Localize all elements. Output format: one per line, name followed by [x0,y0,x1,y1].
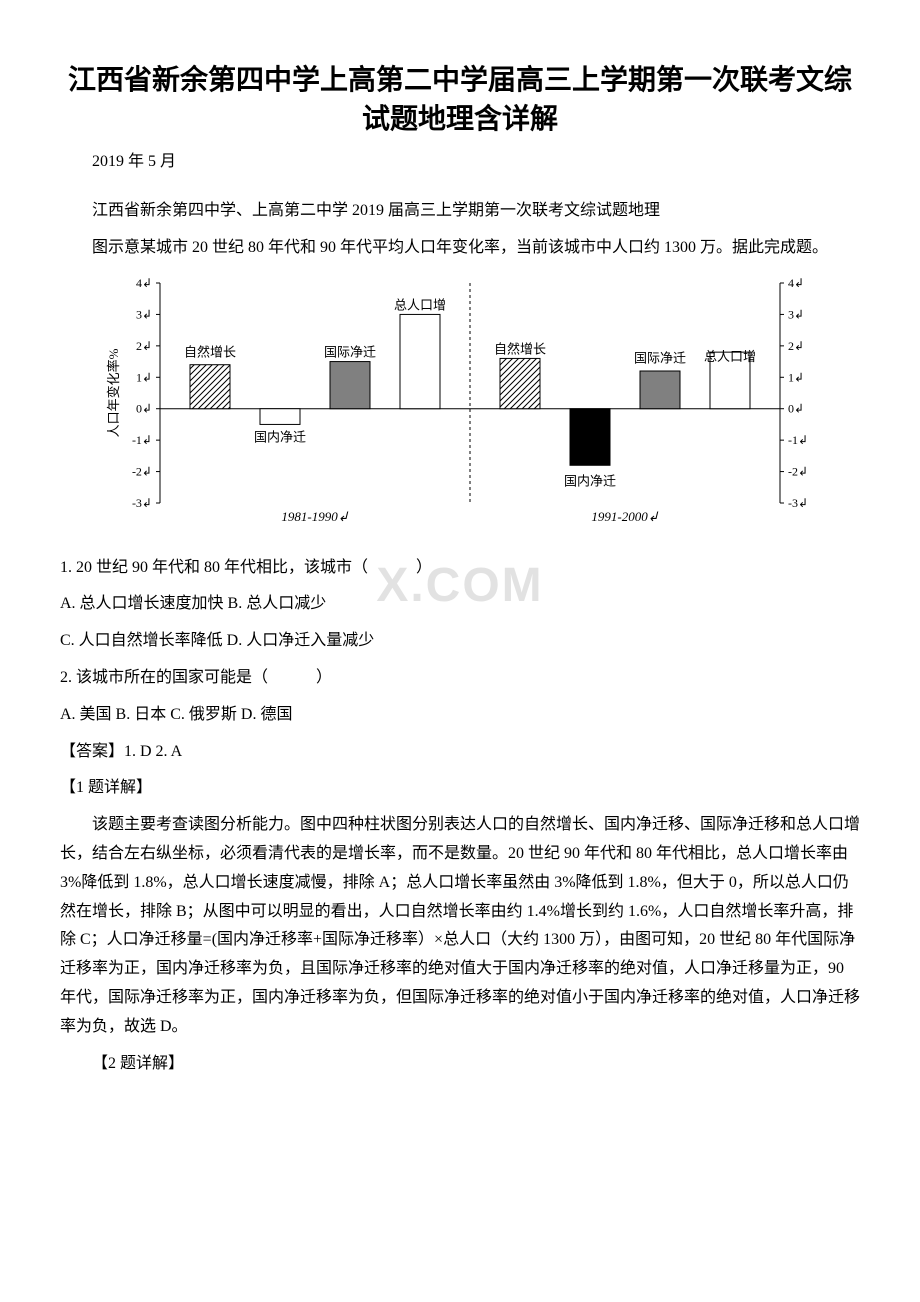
q2-stem: 2. 该城市所在的国家可能是（ ） [60,664,860,693]
svg-text:-3↲: -3↲ [788,496,808,510]
svg-text:2↲: 2↲ [136,339,152,353]
svg-text:国内净迁: 国内净迁 [254,429,306,444]
svg-text:-3↲: -3↲ [132,496,152,510]
explain1-body: 该题主要考查读图分析能力。图中四种柱状图分别表达人口的自然增长、国内净迁移、国际… [60,811,860,1041]
svg-text:2↲: 2↲ [788,339,804,353]
svg-text:4↲: 4↲ [136,276,152,290]
svg-text:人口年变化率%: 人口年变化率% [106,348,121,437]
svg-text:1↲: 1↲ [136,370,152,384]
intro-line-2: 图示意某城市 20 世纪 80 年代和 90 年代平均人口年变化率，当前该城市中… [60,234,860,263]
svg-text:国际净迁: 国际净迁 [324,344,376,359]
svg-text:3↲: 3↲ [136,307,152,321]
explain2-head: 【2 题详解】 [60,1050,860,1079]
q1-options-2: C. 人口自然增长率降低 D. 人口净迁入量减少 [60,627,860,656]
intro-line-1: 江西省新余第四中学、上高第二中学 2019 届高三上学期第一次联考文综试题地理 [60,197,860,226]
population-chart: 4↲ 4↲ 3↲ 3↲ 2↲ 2↲ 1↲ 1↲ 0↲ 0↲ -1↲ -1↲ -2↲ -2↲ -3↲ -3↲ 人口… [60,273,860,544]
svg-text:-2↲: -2↲ [132,464,152,478]
chart-svg: 4↲ 4↲ 3↲ 3↲ 2↲ 2↲ 1↲ 1↲ 0↲ 0↲ -1↲ -1↲ -2↲ -2↲ -3↲ -3↲ 人口… [100,273,820,533]
svg-text:4↲: 4↲ [788,276,804,290]
answers-line: 【答案】1. D 2. A [60,738,860,767]
date-line: 2019 年 5 月 [60,148,860,177]
svg-text:总人口增: 总人口增 [394,297,446,312]
svg-text:国内净迁: 国内净迁 [564,473,616,488]
page-title: 江西省新余第四中学上高第二中学届高三上学期第一次联考文综试题地理含详解 [60,60,860,138]
svg-text:1↲: 1↲ [788,370,804,384]
svg-text:1991-2000↲: 1991-2000↲ [591,509,658,524]
svg-text:0↲: 0↲ [136,401,152,415]
svg-text:-1↲: -1↲ [788,433,808,447]
explain1-head: 【1 题详解】 [60,774,860,803]
q2-options: A. 美国 B. 日本 C. 俄罗斯 D. 德国 [60,701,860,730]
svg-text:总人口增: 总人口增 [704,349,756,364]
svg-text:国际净迁: 国际净迁 [634,350,686,365]
svg-text:-2↲: -2↲ [788,464,808,478]
svg-text:自然增长: 自然增长 [494,341,546,356]
q1-stem: 1. 20 世纪 90 年代和 80 年代相比，该城市（ ） [60,554,860,583]
svg-text:1981-1990↲: 1981-1990↲ [281,509,348,524]
svg-text:0↲: 0↲ [788,401,804,415]
q1-options-1: A. 总人口增长速度加快 B. 总人口减少 [60,590,860,619]
svg-text:自然增长: 自然增长 [184,344,236,359]
svg-text:3↲: 3↲ [788,307,804,321]
svg-text:-1↲: -1↲ [132,433,152,447]
